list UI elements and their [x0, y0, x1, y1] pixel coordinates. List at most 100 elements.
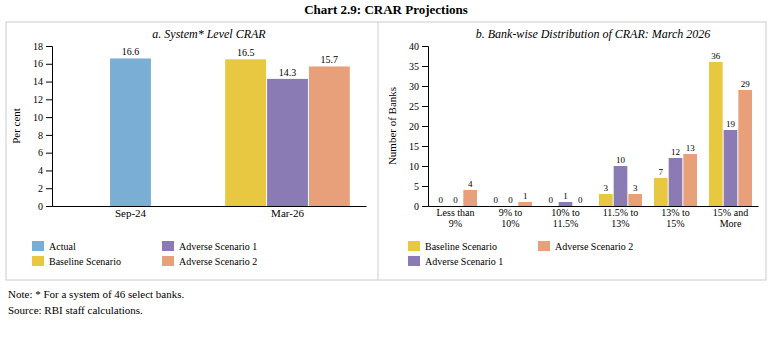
bar	[724, 130, 738, 206]
tick-label: 30	[409, 81, 419, 92]
tick-mark	[46, 117, 52, 118]
tick-mark	[46, 206, 52, 207]
tick-mark	[422, 106, 428, 107]
tick: 4	[38, 165, 52, 176]
legend-swatch	[538, 241, 550, 251]
legend-item: Adverse Scenario 1	[162, 241, 257, 252]
tick-mark	[46, 46, 52, 47]
tick-label: 11.5% to13%	[603, 207, 639, 229]
legend-item: Actual	[32, 241, 76, 252]
bar	[267, 79, 308, 206]
data-label: 12	[671, 147, 680, 157]
bar	[614, 166, 628, 206]
tick: 0	[414, 201, 428, 212]
data-label: 3	[604, 183, 609, 193]
legend-item: Baseline Scenario	[32, 256, 121, 267]
legend-label: Adverse Scenario 2	[555, 241, 633, 252]
x-axis: Less than9%9% to10%10% to11.5%11.5% to13…	[429, 207, 759, 230]
bar	[628, 194, 642, 206]
legend-item: Baseline Scenario	[408, 241, 497, 252]
tick: 9% to10%	[499, 207, 523, 229]
data-label: 16.5	[237, 47, 255, 58]
legend-swatch	[162, 256, 174, 266]
annotation: Source: RBI staff calculations.	[8, 304, 143, 316]
tick-label: 8	[38, 130, 43, 141]
tick: 13% to15%	[661, 207, 690, 229]
tick: Less than9%	[436, 207, 474, 229]
bar	[504, 206, 518, 207]
data-label: 0	[494, 195, 499, 205]
data-label: 7	[659, 167, 664, 177]
tick: Sep-24	[115, 207, 147, 219]
legend-label: Adverse Scenario 1	[179, 241, 257, 252]
legend: Actual Baseline Scenario Adverse Scenario …	[32, 241, 257, 267]
tick-label: 18	[33, 41, 43, 52]
bar	[654, 178, 668, 206]
tick: 0	[38, 201, 52, 212]
tick-label: 0	[414, 201, 419, 212]
bar	[489, 206, 503, 207]
bar	[463, 190, 477, 206]
tick: 5	[414, 181, 428, 192]
tick: 20	[409, 121, 428, 132]
axis-line	[422, 47, 429, 207]
legend-swatch	[408, 241, 420, 251]
bar	[434, 206, 448, 207]
panel-divider	[378, 22, 379, 280]
data-label: 29	[741, 79, 751, 89]
data-label: 13	[686, 143, 696, 153]
tick: 18	[33, 41, 52, 52]
tick-label: 5	[414, 181, 419, 192]
data-labels: 16.616.514.315.7	[122, 46, 338, 77]
panel-box	[6, 22, 766, 280]
data-label: 4	[468, 179, 473, 189]
tick-label: 0	[38, 201, 43, 212]
data-label: 10	[616, 155, 626, 165]
tick-mark	[46, 188, 52, 189]
panel-title: b. Bank-wise Distribution of CRAR: March…	[476, 27, 711, 41]
data-label: 14.3	[279, 67, 297, 78]
tick-mark	[422, 146, 428, 147]
legend-label: Baseline Scenario	[49, 256, 121, 267]
tick: 15% andMore	[713, 207, 748, 229]
data-label: 0	[508, 195, 513, 205]
data-label: 0	[549, 195, 554, 205]
tick: 15	[409, 141, 428, 152]
tick-label: 25	[409, 101, 419, 112]
data-label: 16.6	[122, 46, 140, 57]
data-label: 0	[439, 195, 444, 205]
data-label: 19	[726, 119, 736, 129]
tick-label: 35	[409, 61, 419, 72]
bar	[449, 206, 463, 207]
data-label: 1	[563, 191, 568, 201]
legend-swatch	[32, 241, 44, 251]
panel-title: a. System* Level CRAR	[152, 27, 266, 41]
axis-line	[429, 206, 759, 207]
legend-swatch	[32, 256, 44, 266]
legend-label: Actual	[49, 241, 76, 252]
data-label: 0	[453, 195, 458, 205]
legend-label: Adverse Scenario 2	[179, 256, 257, 267]
y-axis-title: Per cent	[10, 108, 22, 144]
tick-label: 4	[38, 165, 43, 176]
legend-label: Baseline Scenario	[425, 241, 497, 252]
data-label: 1	[523, 191, 528, 201]
tick-label: 10	[409, 161, 419, 172]
tick-label: 13% to15%	[661, 207, 690, 229]
bar	[669, 158, 683, 206]
tick-mark	[422, 166, 428, 167]
tick: 10	[409, 161, 428, 172]
tick-label: Less than9%	[436, 207, 474, 229]
chart: Chart 2.9: CRAR Projectionsa. System* Le…	[0, 0, 772, 343]
tick-label: 20	[409, 121, 419, 132]
tick-label: Mar-26	[271, 207, 304, 219]
x-axis: Sep-24 Mar-26	[53, 207, 367, 219]
axis-line	[53, 206, 367, 207]
bar	[599, 194, 613, 206]
tick: 16	[33, 58, 52, 69]
tick-mark	[46, 153, 52, 154]
tick-mark	[422, 206, 428, 207]
tick: 8	[38, 130, 52, 141]
legend-label: Adverse Scenario 1	[425, 256, 503, 267]
panel: a. System* Level CRAR024681012141618Per …	[10, 27, 367, 267]
